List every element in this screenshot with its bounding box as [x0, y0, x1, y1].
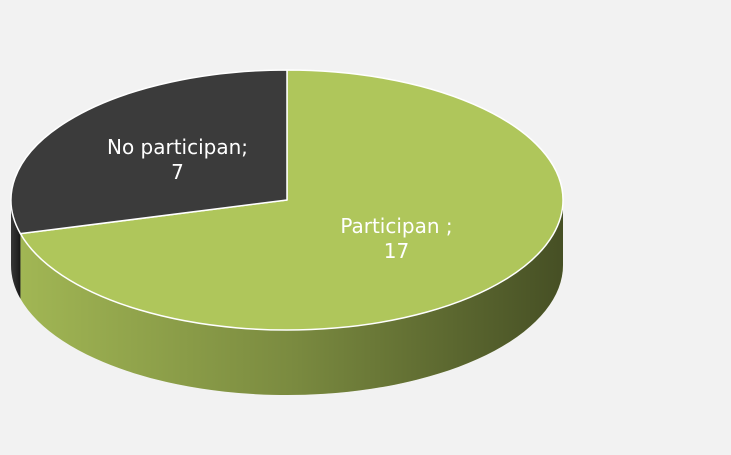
- data-label-value: 7: [171, 160, 184, 184]
- slice: [10, 69, 288, 235]
- data-label-name: No participan;: [107, 135, 248, 159]
- slice-side-shade: [20, 200, 563, 395]
- slice-side-shade: [11, 200, 21, 299]
- slice: [19, 69, 564, 331]
- data-label-value: 17: [384, 239, 409, 263]
- data-label-name: Participan ;: [340, 214, 452, 238]
